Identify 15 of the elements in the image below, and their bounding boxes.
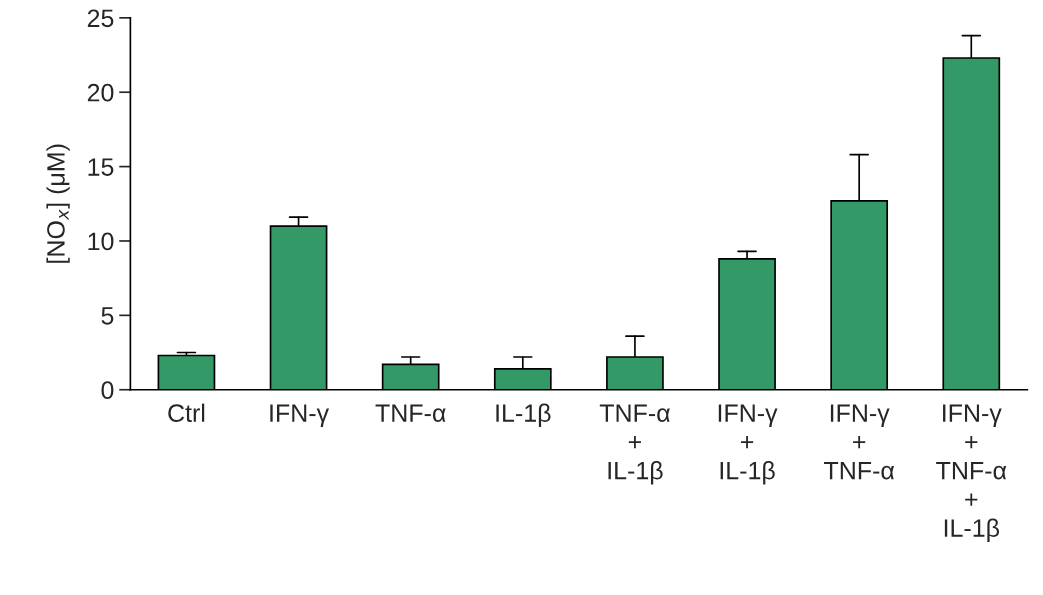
x-tick-label: IFN-γ + TNF-α + IL-1β: [936, 404, 1007, 542]
y-axis-title: [NO$_{x}$] (μM): [46, 144, 70, 263]
x-tick-label: IL-1β: [496, 403, 551, 427]
y-tick-label: 25: [87, 9, 114, 28]
y-tick-label: 5: [101, 307, 114, 325]
x-tick-label: IFN-γ + TNF-α: [824, 404, 895, 480]
y-tick-label: 10: [88, 232, 114, 251]
x-tick-label: IFN-γ + IL-1β: [718, 404, 778, 485]
y-tick-label: 20: [87, 83, 114, 102]
x-tick-label: IFN-γ: [270, 404, 330, 427]
y-tick-label: 0: [101, 381, 114, 400]
y-tick-label: 15: [88, 158, 114, 176]
x-tick-label: TNF-α: [375, 404, 446, 422]
x-tick-label: TNF-α + IL-1β: [599, 404, 670, 485]
x-tick-label: Ctrl: [168, 403, 205, 422]
